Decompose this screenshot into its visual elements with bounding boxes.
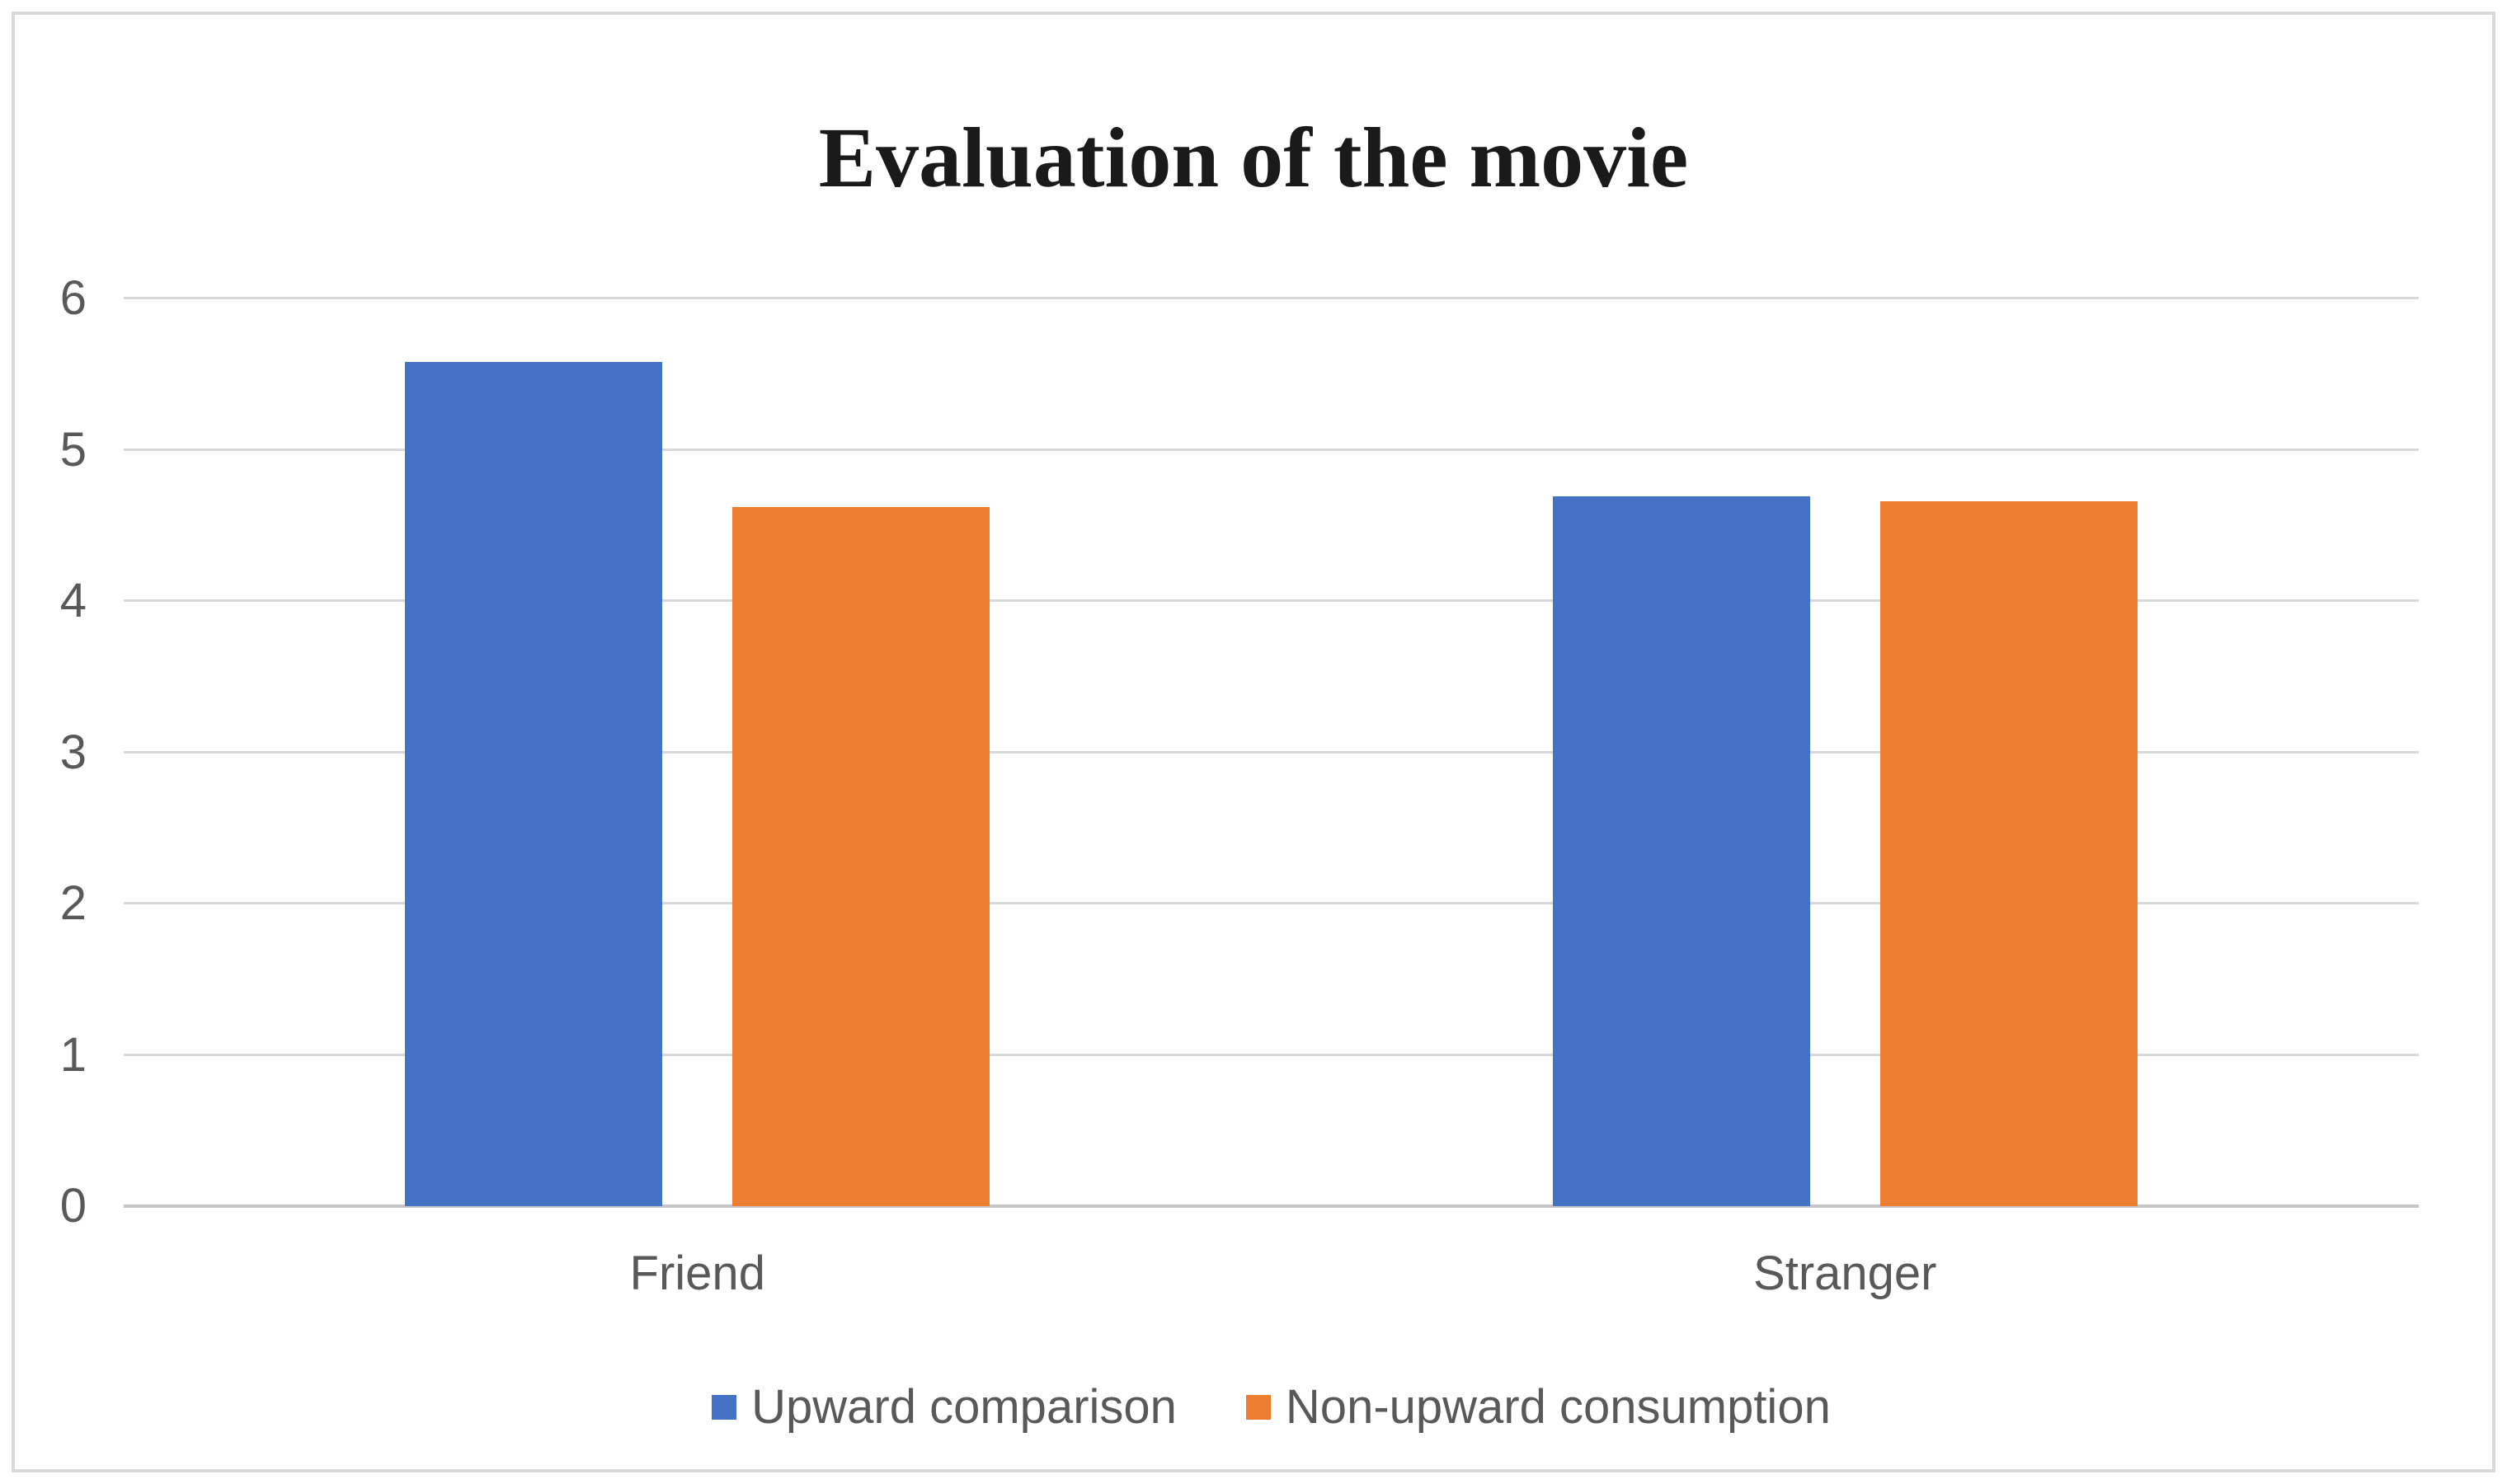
x-category-label-stranger: Stranger [1753,1247,1937,1300]
gridline-y-5 [124,448,2419,451]
bar-stranger-non-upward-consumption [1879,500,2138,1206]
y-tick-label-1: 1 [59,1027,87,1082]
bar-friend-upward-comparison [405,362,663,1206]
x-axis-line [124,1205,2419,1208]
gridline-y-2 [124,902,2419,904]
gridline-y-4 [124,599,2419,602]
legend-label: Non-upward consumption [1285,1380,1831,1434]
gridline-y-3 [124,750,2419,754]
bar-friend-non-upward-consumption [732,507,990,1206]
x-category-label-friend: Friend [629,1247,765,1300]
legend-swatch-icon [712,1395,737,1420]
legend-label: Upward comparison [751,1380,1177,1434]
y-tick-label-3: 3 [59,725,87,779]
y-tick-label-6: 6 [59,271,87,325]
y-tick-label-2: 2 [59,876,87,930]
legend: Upward comparison Non-upward consumption [124,1380,2419,1435]
chart-title: Evaluation of the movie [818,110,1689,205]
y-tick-label-0: 0 [59,1179,87,1233]
y-tick-label-5: 5 [59,422,87,477]
gridline-y-1 [124,1053,2419,1056]
bar-stranger-upward-comparison [1552,496,1810,1206]
gridline-y-6 [124,297,2419,299]
y-tick-label-4: 4 [59,574,87,627]
legend-item-upward-comparison: Upward comparison [712,1380,1177,1435]
legend-item-non-upward-consumption: Non-upward consumption [1245,1380,1831,1435]
legend-swatch-icon [1245,1395,1271,1420]
